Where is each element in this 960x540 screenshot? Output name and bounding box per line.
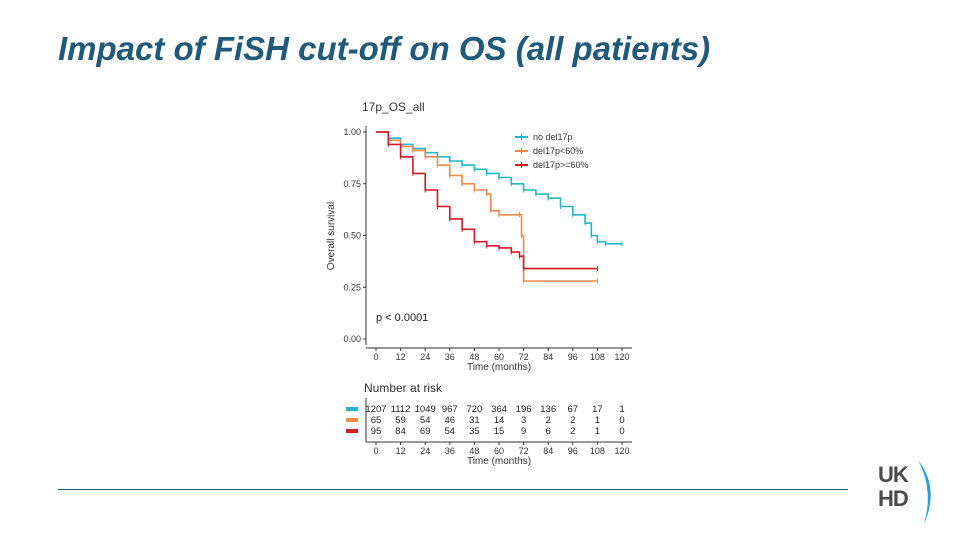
- x-tick-label: 24: [420, 352, 430, 362]
- risk-value: 967: [442, 404, 458, 415]
- risk-row-swatch: [346, 407, 358, 411]
- y-tick-label: 0.75: [343, 179, 361, 189]
- risk-value: 1: [619, 404, 624, 415]
- x-tick-label: 96: [568, 352, 578, 362]
- risk-row-swatch: [346, 418, 358, 422]
- risk-value: 0: [619, 415, 624, 426]
- risk-value: 59: [395, 415, 406, 426]
- x-tick-label: 108: [590, 352, 605, 362]
- risk-x-tick-label: 24: [420, 446, 430, 456]
- risk-value: 136: [540, 404, 556, 415]
- x-tick-label: 72: [519, 352, 529, 362]
- risk-value: 54: [420, 415, 431, 426]
- risk-value: 1: [595, 415, 600, 426]
- risk-value: 3: [521, 415, 526, 426]
- risk-x-tick-label: 108: [590, 446, 605, 456]
- legend-label: no del17p: [533, 132, 573, 142]
- y-axis-label: Overall survival: [326, 202, 337, 270]
- risk-value: 31: [469, 415, 480, 426]
- risk-value: 35: [469, 426, 480, 437]
- risk-value: 9: [521, 426, 526, 437]
- risk-x-tick-label: 96: [568, 446, 578, 456]
- x-tick-label: 36: [445, 352, 455, 362]
- chart-title: 17p_OS_all: [362, 100, 425, 114]
- x-tick-label: 0: [373, 352, 378, 362]
- risk-value: 69: [420, 426, 431, 437]
- risk-value: 15: [494, 426, 505, 437]
- risk-value: 67: [568, 404, 579, 415]
- risk-value: 2: [570, 426, 575, 437]
- slide-title: Impact of FiSH cut-off on OS (all patien…: [58, 30, 711, 67]
- y-tick-label: 0.00: [343, 334, 361, 344]
- logo-text-hd: HD: [878, 486, 909, 511]
- risk-x-tick-label: 84: [543, 446, 553, 456]
- risk-x-tick-label: 120: [614, 446, 629, 456]
- x-axis-label: Time (months): [467, 362, 531, 373]
- risk-value: 65: [371, 415, 382, 426]
- risk-value: 2: [570, 415, 575, 426]
- risk-table-title: Number at risk: [364, 381, 443, 395]
- risk-value: 17: [592, 404, 603, 415]
- risk-value: 0: [619, 426, 624, 437]
- risk-value: 84: [395, 426, 406, 437]
- risk-value: 14: [494, 415, 505, 426]
- risk-row-swatch: [346, 429, 358, 433]
- risk-x-tick-label: 12: [396, 446, 406, 456]
- risk-x-tick-label: 72: [519, 446, 529, 456]
- y-tick-label: 1.00: [343, 127, 361, 137]
- legend-label: del17p>=60%: [533, 160, 589, 170]
- risk-value: 720: [466, 404, 482, 415]
- x-tick-label: 60: [494, 352, 504, 362]
- risk-value: 1049: [415, 404, 436, 415]
- risk-value: 95: [371, 426, 382, 437]
- logo-arc-icon: [918, 460, 931, 524]
- x-tick-label: 12: [396, 352, 406, 362]
- risk-x-tick-label: 48: [469, 446, 479, 456]
- risk-value: 1207: [365, 404, 386, 415]
- risk-value: 46: [445, 415, 456, 426]
- x-tick-label: 84: [543, 352, 553, 362]
- risk-value: 1112: [391, 404, 411, 415]
- risk-x-tick-label: 36: [445, 446, 455, 456]
- risk-x-tick-label: 60: [494, 446, 504, 456]
- y-tick-label: 0.25: [343, 282, 361, 292]
- risk-x-tick-label: 0: [373, 446, 378, 456]
- risk-value: 2: [546, 415, 551, 426]
- ukhd-logo: UK HD: [868, 458, 940, 528]
- logo-text-uk: UK: [878, 462, 909, 487]
- x-tick-label: 48: [469, 352, 479, 362]
- risk-value: 54: [445, 426, 456, 437]
- legend-label: del17p<60%: [533, 146, 583, 156]
- survival-curve: [376, 131, 598, 270]
- risk-value: 1: [595, 426, 600, 437]
- footer-divider: [58, 489, 848, 490]
- survival-curve: [376, 131, 622, 245]
- y-tick-label: 0.50: [343, 231, 361, 241]
- risk-value: 364: [491, 404, 507, 415]
- risk-x-axis-label: Time (months): [467, 456, 531, 467]
- p-value-annotation: p < 0.0001: [376, 312, 428, 324]
- risk-value: 196: [516, 404, 532, 415]
- x-tick-label: 120: [614, 352, 629, 362]
- risk-value: 6: [546, 426, 551, 437]
